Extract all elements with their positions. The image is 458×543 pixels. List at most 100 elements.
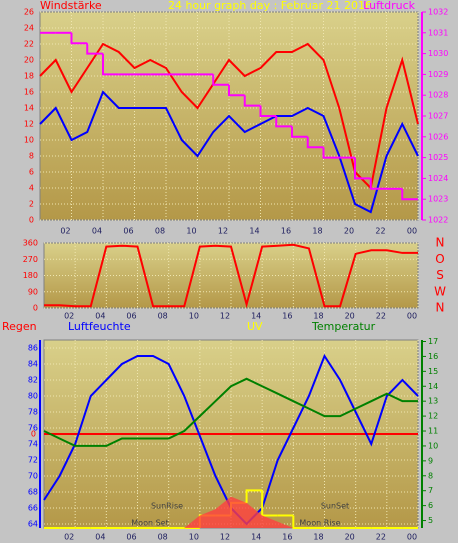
y-tick-label: 16 [24,88,34,97]
y2-tick-label: 5 [428,516,433,525]
x-tick-label: 12 [220,533,230,542]
y2-tick-label: 12 [428,412,438,421]
step-segment [322,147,340,159]
direction-label: W [434,284,446,298]
x-tick-label: 12 [220,312,230,321]
x-tick-label: 02 [64,312,74,321]
direction-label: O [435,252,444,266]
x-tick-label: 10 [189,312,199,321]
y2-tick-label: 10 [428,441,438,450]
x-tick-label: 16 [282,312,292,321]
series-line [43,377,418,447]
x-tick-label: 04 [95,312,105,321]
x-tick-label: 22 [375,227,385,236]
step-segment [401,188,418,201]
x-tick-label: 08 [158,533,168,542]
y-tick-label: 26 [24,8,34,17]
x-tick-label: 02 [64,533,74,542]
y-tick-label: 80 [28,392,38,401]
y-tick-label: 66 [28,504,38,513]
x-tick-label: 14 [251,533,261,542]
y2-tick-label: 8 [428,471,433,480]
x-tick-label: 10 [186,227,196,236]
series-line [39,90,419,214]
direction-label: N [436,301,445,315]
step-segment [291,126,308,138]
x-tick-label: 06 [126,312,136,321]
step-segment [70,32,88,45]
x-tick-label: 02 [60,227,70,236]
y-tick-label: 12 [24,120,34,129]
step-segment [259,105,277,117]
y-tick-label: 70 [28,472,38,481]
rain-tick-label: 0 [31,430,36,439]
y2-tick-label: 13 [428,397,438,406]
pressure-label: Luftdruck [363,0,415,12]
y-tick-label: 86 [28,344,38,353]
y2-tick-label: 1024 [428,174,448,183]
y2-tick-label: 1023 [428,195,448,204]
y2-tick-label: 14 [428,382,438,391]
x-tick-label: 08 [158,312,168,321]
x-tick-label: 14 [251,312,261,321]
y2-tick-label: 1027 [428,112,448,121]
y-tick-label: 6 [29,168,34,177]
step-segment [306,136,324,149]
y-tick-label: 90 [28,287,38,296]
y2-tick-label: 9 [428,456,433,465]
y-tick-label: 84 [28,360,38,369]
x-tick-label: 08 [155,227,165,236]
y2-tick-label: 1025 [428,153,448,162]
x-tick-label: 20 [345,312,355,321]
step-segment [102,53,119,76]
x-tick-label: 22 [376,533,386,542]
x-tick-label: 00 [407,312,417,321]
y2-tick-label: 6 [428,501,433,510]
series-label: UV [247,320,263,333]
x-tick-label: 16 [281,227,291,236]
y-tick-label: 270 [23,255,38,264]
y2-tick-label: 1029 [428,70,448,79]
y-tick-label: 14 [24,104,34,113]
y2-tick-label: 16 [428,352,438,361]
series-label: Luftfeuchte [68,320,131,333]
series-label: Regen [2,320,37,333]
x-tick-label: 10 [189,533,199,542]
x-tick-label: 14 [249,227,259,236]
annotation: SunRise [151,502,183,511]
step-segment [275,116,292,128]
solar-area [44,496,418,528]
y-tick-label: 0 [29,216,34,225]
y2-tick-label: 1031 [428,28,448,37]
y-tick-label: 78 [28,408,38,417]
y-tick-label: 18 [24,72,34,81]
y-tick-label: 64 [28,520,38,529]
y-tick-label: 82 [28,376,38,385]
x-tick-label: 06 [123,227,133,236]
x-tick-label: 18 [313,312,323,321]
step-segment [228,84,245,97]
y2-tick-label: 7 [428,486,433,495]
y-tick-label: 180 [23,271,38,280]
y-tick-label: 360 [23,239,38,248]
y-tick-label: 72 [28,456,38,465]
y-tick-label: 8 [29,152,34,161]
step-segment [354,157,371,180]
step-segment [212,74,229,86]
y-tick-label: 68 [28,488,38,497]
x-tick-label: 16 [282,533,292,542]
x-tick-label: 00 [407,533,417,542]
y2-tick-label: 15 [428,367,438,376]
x-tick-label: 18 [313,533,323,542]
y-tick-label: 4 [29,184,34,193]
step-segment [243,95,261,107]
y-tick-label: 20 [24,56,34,65]
x-tick-label: 06 [126,533,136,542]
step-segment [245,489,263,503]
x-tick-label: 04 [92,227,102,236]
y2-tick-label: 1030 [428,49,448,58]
annotation: Moon Rise [299,519,340,528]
y2-tick-label: 1026 [428,132,448,141]
series-line [44,243,418,309]
x-tick-label: 20 [345,533,355,542]
